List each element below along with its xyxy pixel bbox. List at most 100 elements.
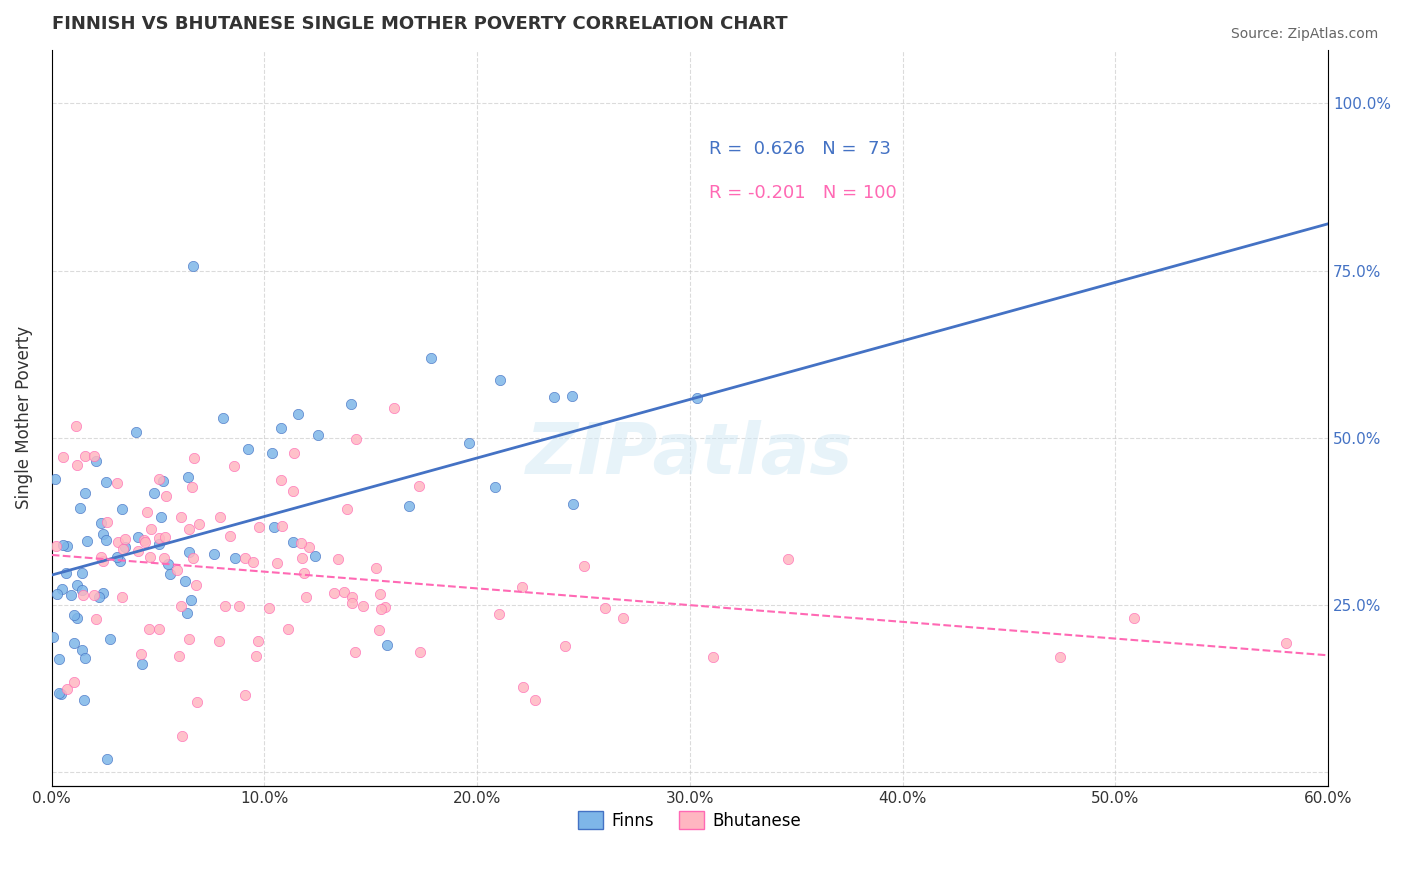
Bhutanese: [111, 591, 134, 605]
Finns: [340, 397, 363, 411]
Bhutanese: [214, 599, 236, 613]
Finns: [108, 554, 131, 568]
Bhutanese: [184, 578, 207, 592]
Bhutanese: [382, 401, 405, 415]
Bhutanese: [129, 647, 152, 661]
Finns: [44, 473, 66, 487]
Legend: Finns, Bhutanese: Finns, Bhutanese: [572, 805, 808, 837]
Bhutanese: [257, 600, 280, 615]
Bhutanese: [342, 590, 364, 604]
Finns: [91, 586, 114, 600]
Bhutanese: [335, 502, 357, 516]
Bhutanese: [242, 555, 264, 569]
Finns: [224, 550, 246, 565]
Finns: [287, 408, 309, 422]
Bhutanese: [297, 540, 319, 554]
Bhutanese: [277, 622, 299, 636]
Finns: [159, 567, 181, 582]
Finns: [111, 502, 134, 516]
Bhutanese: [186, 695, 208, 709]
Bhutanese: [218, 528, 240, 542]
Bhutanese: [83, 450, 105, 464]
Finns: [152, 474, 174, 488]
Finns: [46, 587, 69, 601]
Bhutanese: [510, 580, 533, 594]
Finns: [66, 578, 89, 592]
Bhutanese: [138, 550, 160, 565]
Bhutanese: [374, 599, 396, 614]
Bhutanese: [183, 551, 205, 566]
Finns: [96, 752, 118, 766]
Bhutanese: [488, 607, 510, 621]
Finns: [375, 638, 398, 652]
Bhutanese: [153, 530, 176, 544]
Finns: [51, 582, 73, 597]
Bhutanese: [235, 688, 257, 702]
Bhutanese: [368, 623, 391, 637]
Finns: [181, 259, 204, 273]
Finns: [94, 533, 117, 547]
Bhutanese: [1049, 649, 1071, 664]
Finns: [66, 611, 89, 625]
Bhutanese: [84, 611, 107, 625]
Bhutanese: [593, 601, 616, 615]
Finns: [236, 442, 259, 457]
Bhutanese: [52, 450, 75, 465]
Bhutanese: [228, 599, 250, 614]
Finns: [63, 607, 86, 622]
Bhutanese: [1122, 611, 1144, 625]
Finns: [270, 421, 292, 435]
Bhutanese: [368, 587, 391, 601]
Finns: [543, 390, 565, 404]
Finns: [48, 686, 70, 700]
Finns: [263, 520, 285, 534]
Finns: [98, 632, 121, 646]
Finns: [60, 588, 83, 602]
Bhutanese: [233, 551, 256, 566]
Bhutanese: [72, 588, 94, 602]
Bhutanese: [107, 534, 129, 549]
Bhutanese: [332, 585, 354, 599]
Bhutanese: [148, 622, 170, 636]
Bhutanese: [290, 536, 312, 550]
Bhutanese: [271, 519, 294, 533]
Finns: [281, 535, 304, 549]
Bhutanese: [96, 515, 118, 529]
Bhutanese: [127, 543, 149, 558]
Bhutanese: [73, 449, 96, 463]
Finns: [87, 590, 110, 604]
Bhutanese: [344, 432, 367, 446]
Finns: [142, 486, 165, 500]
Bhutanese: [170, 599, 193, 613]
Finns: [148, 537, 170, 551]
Bhutanese: [170, 729, 193, 743]
Y-axis label: Single Mother Poverty: Single Mother Poverty: [15, 326, 32, 509]
Bhutanese: [295, 591, 318, 605]
Finns: [55, 566, 77, 580]
Finns: [177, 544, 200, 558]
Bhutanese: [247, 634, 270, 648]
Finns: [212, 410, 235, 425]
Bhutanese: [778, 551, 800, 566]
Bhutanese: [340, 596, 363, 610]
Bhutanese: [134, 534, 156, 549]
Bhutanese: [167, 649, 190, 664]
Bhutanese: [554, 639, 576, 653]
Bhutanese: [328, 551, 350, 566]
Bhutanese: [291, 550, 314, 565]
Finns: [70, 643, 93, 657]
Finns: [304, 549, 326, 563]
Bhutanese: [181, 480, 204, 494]
Finns: [176, 470, 198, 484]
Bhutanese: [177, 632, 200, 647]
Bhutanese: [270, 473, 292, 487]
Finns: [70, 566, 93, 580]
Finns: [114, 540, 136, 554]
Bhutanese: [292, 566, 315, 581]
Finns: [73, 651, 96, 665]
Finns: [90, 516, 112, 531]
Finns: [63, 636, 86, 650]
Bhutanese: [408, 479, 430, 493]
Bhutanese: [65, 418, 87, 433]
Bhutanese: [366, 561, 388, 575]
